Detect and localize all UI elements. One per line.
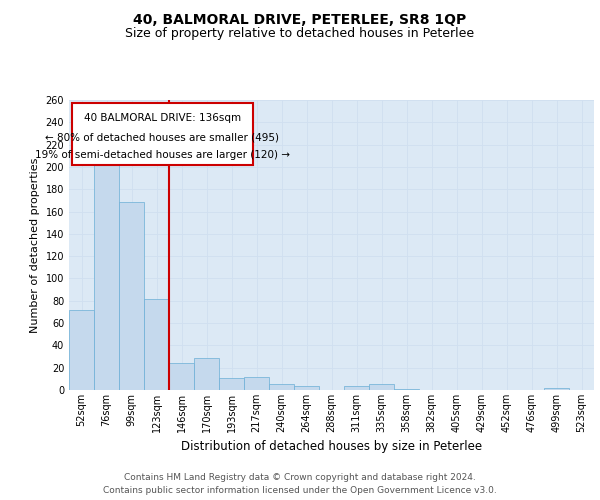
- Y-axis label: Number of detached properties: Number of detached properties: [30, 158, 40, 332]
- Text: 40 BALMORAL DRIVE: 136sqm: 40 BALMORAL DRIVE: 136sqm: [83, 114, 241, 124]
- Bar: [144, 298, 169, 390]
- Bar: [344, 386, 369, 390]
- Text: 40, BALMORAL DRIVE, PETERLEE, SR8 1QP: 40, BALMORAL DRIVE, PETERLEE, SR8 1QP: [133, 12, 467, 26]
- Text: Contains HM Land Registry data © Crown copyright and database right 2024.
Contai: Contains HM Land Registry data © Crown c…: [103, 474, 497, 495]
- Bar: [169, 363, 194, 390]
- Text: ← 80% of detached houses are smaller (495): ← 80% of detached houses are smaller (49…: [45, 132, 279, 142]
- Bar: [394, 389, 419, 390]
- Bar: [119, 202, 144, 390]
- Bar: [244, 376, 269, 390]
- Bar: [219, 378, 244, 390]
- Text: 19% of semi-detached houses are larger (120) →: 19% of semi-detached houses are larger (…: [35, 150, 290, 160]
- Bar: [369, 384, 394, 390]
- Bar: [194, 358, 219, 390]
- Bar: [69, 310, 94, 390]
- X-axis label: Distribution of detached houses by size in Peterlee: Distribution of detached houses by size …: [181, 440, 482, 454]
- Bar: [294, 386, 319, 390]
- Text: Size of property relative to detached houses in Peterlee: Size of property relative to detached ho…: [125, 28, 475, 40]
- FancyBboxPatch shape: [71, 103, 253, 165]
- Bar: [94, 160, 119, 390]
- Bar: [544, 388, 569, 390]
- Bar: [269, 384, 294, 390]
